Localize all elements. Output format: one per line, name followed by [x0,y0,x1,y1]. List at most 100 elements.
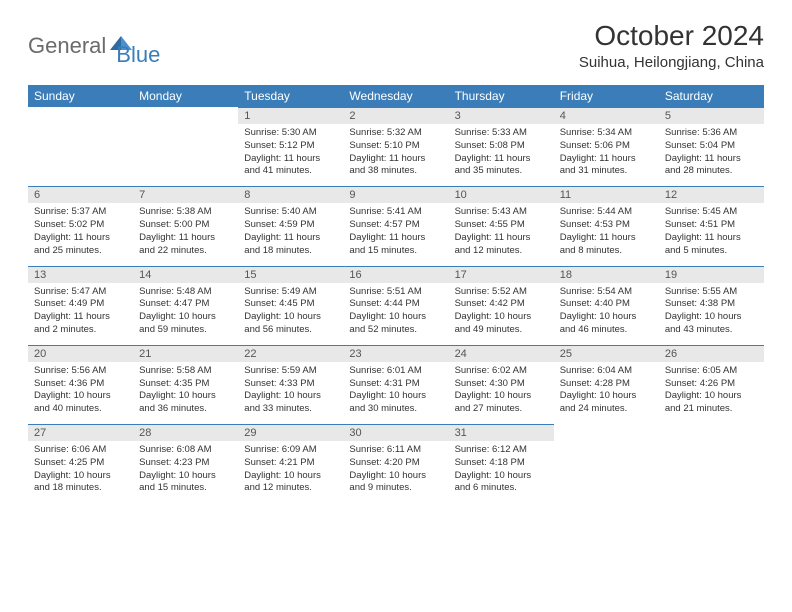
day-number: 11 [554,186,659,203]
day-number: 29 [238,424,343,441]
calendar-week: 13Sunrise: 5:47 AMSunset: 4:49 PMDayligh… [28,266,764,345]
calendar-cell: 26Sunrise: 6:05 AMSunset: 4:26 PMDayligh… [659,345,764,424]
day-number: 10 [449,186,554,203]
day-number: 17 [449,266,554,283]
day-header: Thursday [449,85,554,107]
calendar-cell: 13Sunrise: 5:47 AMSunset: 4:49 PMDayligh… [28,266,133,345]
day-body: Sunrise: 5:58 AMSunset: 4:35 PMDaylight:… [133,362,238,424]
day-number: 6 [28,186,133,203]
calendar-cell: 16Sunrise: 5:51 AMSunset: 4:44 PMDayligh… [343,266,448,345]
day-body: Sunrise: 6:09 AMSunset: 4:21 PMDaylight:… [238,441,343,503]
calendar-cell: 3Sunrise: 5:33 AMSunset: 5:08 PMDaylight… [449,107,554,186]
day-body: Sunrise: 6:08 AMSunset: 4:23 PMDaylight:… [133,441,238,503]
day-body: Sunrise: 5:36 AMSunset: 5:04 PMDaylight:… [659,124,764,186]
logo: General Blue [28,20,160,68]
calendar-cell: 4Sunrise: 5:34 AMSunset: 5:06 PMDaylight… [554,107,659,186]
month-title: October 2024 [579,20,764,52]
calendar-cell: .. [133,107,238,186]
day-header: Saturday [659,85,764,107]
calendar-cell: .. [659,424,764,503]
logo-text-blue: Blue [116,42,160,68]
calendar-week: 27Sunrise: 6:06 AMSunset: 4:25 PMDayligh… [28,424,764,503]
calendar-body: ....1Sunrise: 5:30 AMSunset: 5:12 PMDayl… [28,107,764,503]
day-number: 8 [238,186,343,203]
calendar: SundayMondayTuesdayWednesdayThursdayFrid… [28,85,764,503]
title-block: October 2024 Suihua, Heilongjiang, China [579,20,764,71]
calendar-cell: 29Sunrise: 6:09 AMSunset: 4:21 PMDayligh… [238,424,343,503]
day-body: Sunrise: 6:06 AMSunset: 4:25 PMDaylight:… [28,441,133,503]
day-number: 1 [238,107,343,124]
calendar-cell: 15Sunrise: 5:49 AMSunset: 4:45 PMDayligh… [238,266,343,345]
day-number: 9 [343,186,448,203]
day-number: 19 [659,266,764,283]
header: General Blue October 2024 Suihua, Heilon… [28,20,764,71]
day-body: Sunrise: 5:33 AMSunset: 5:08 PMDaylight:… [449,124,554,186]
day-number: 12 [659,186,764,203]
day-number: 26 [659,345,764,362]
calendar-cell: .. [28,107,133,186]
day-body: Sunrise: 5:49 AMSunset: 4:45 PMDaylight:… [238,283,343,345]
calendar-cell: 20Sunrise: 5:56 AMSunset: 4:36 PMDayligh… [28,345,133,424]
day-body: Sunrise: 5:56 AMSunset: 4:36 PMDaylight:… [28,362,133,424]
day-number: 16 [343,266,448,283]
day-number: 20 [28,345,133,362]
day-number: 5 [659,107,764,124]
day-body: Sunrise: 6:01 AMSunset: 4:31 PMDaylight:… [343,362,448,424]
day-body: Sunrise: 5:37 AMSunset: 5:02 PMDaylight:… [28,203,133,265]
calendar-cell: .. [554,424,659,503]
day-body: Sunrise: 5:51 AMSunset: 4:44 PMDaylight:… [343,283,448,345]
calendar-cell: 23Sunrise: 6:01 AMSunset: 4:31 PMDayligh… [343,345,448,424]
calendar-cell: 28Sunrise: 6:08 AMSunset: 4:23 PMDayligh… [133,424,238,503]
day-body: Sunrise: 5:55 AMSunset: 4:38 PMDaylight:… [659,283,764,345]
day-body: Sunrise: 5:44 AMSunset: 4:53 PMDaylight:… [554,203,659,265]
calendar-week: ....1Sunrise: 5:30 AMSunset: 5:12 PMDayl… [28,107,764,186]
day-number: 3 [449,107,554,124]
day-number: 23 [343,345,448,362]
day-number: 25 [554,345,659,362]
calendar-cell: 14Sunrise: 5:48 AMSunset: 4:47 PMDayligh… [133,266,238,345]
day-body: Sunrise: 5:45 AMSunset: 4:51 PMDaylight:… [659,203,764,265]
calendar-cell: 30Sunrise: 6:11 AMSunset: 4:20 PMDayligh… [343,424,448,503]
day-body: Sunrise: 5:48 AMSunset: 4:47 PMDaylight:… [133,283,238,345]
calendar-cell: 31Sunrise: 6:12 AMSunset: 4:18 PMDayligh… [449,424,554,503]
day-number: 18 [554,266,659,283]
day-body: Sunrise: 5:54 AMSunset: 4:40 PMDaylight:… [554,283,659,345]
day-body: Sunrise: 5:52 AMSunset: 4:42 PMDaylight:… [449,283,554,345]
calendar-cell: 11Sunrise: 5:44 AMSunset: 4:53 PMDayligh… [554,186,659,265]
day-body: Sunrise: 5:38 AMSunset: 5:00 PMDaylight:… [133,203,238,265]
day-number: 28 [133,424,238,441]
calendar-cell: 10Sunrise: 5:43 AMSunset: 4:55 PMDayligh… [449,186,554,265]
day-number: 21 [133,345,238,362]
day-header-row: SundayMondayTuesdayWednesdayThursdayFrid… [28,85,764,107]
day-number: 13 [28,266,133,283]
day-body: Sunrise: 5:43 AMSunset: 4:55 PMDaylight:… [449,203,554,265]
calendar-cell: 27Sunrise: 6:06 AMSunset: 4:25 PMDayligh… [28,424,133,503]
calendar-cell: 5Sunrise: 5:36 AMSunset: 5:04 PMDaylight… [659,107,764,186]
logo-text-general: General [28,33,106,59]
day-header: Sunday [28,85,133,107]
day-number: 31 [449,424,554,441]
calendar-cell: 24Sunrise: 6:02 AMSunset: 4:30 PMDayligh… [449,345,554,424]
day-number: 24 [449,345,554,362]
day-number: 7 [133,186,238,203]
calendar-cell: 8Sunrise: 5:40 AMSunset: 4:59 PMDaylight… [238,186,343,265]
calendar-cell: 7Sunrise: 5:38 AMSunset: 5:00 PMDaylight… [133,186,238,265]
day-header: Wednesday [343,85,448,107]
day-number: 27 [28,424,133,441]
location: Suihua, Heilongjiang, China [579,54,764,71]
calendar-cell: 17Sunrise: 5:52 AMSunset: 4:42 PMDayligh… [449,266,554,345]
day-body: Sunrise: 6:04 AMSunset: 4:28 PMDaylight:… [554,362,659,424]
calendar-cell: 12Sunrise: 5:45 AMSunset: 4:51 PMDayligh… [659,186,764,265]
day-body: Sunrise: 5:40 AMSunset: 4:59 PMDaylight:… [238,203,343,265]
day-body: Sunrise: 5:41 AMSunset: 4:57 PMDaylight:… [343,203,448,265]
day-number: 15 [238,266,343,283]
day-body: Sunrise: 5:59 AMSunset: 4:33 PMDaylight:… [238,362,343,424]
calendar-cell: 22Sunrise: 5:59 AMSunset: 4:33 PMDayligh… [238,345,343,424]
calendar-cell: 1Sunrise: 5:30 AMSunset: 5:12 PMDaylight… [238,107,343,186]
day-body: Sunrise: 5:30 AMSunset: 5:12 PMDaylight:… [238,124,343,186]
calendar-cell: 2Sunrise: 5:32 AMSunset: 5:10 PMDaylight… [343,107,448,186]
day-body: Sunrise: 5:34 AMSunset: 5:06 PMDaylight:… [554,124,659,186]
day-body: Sunrise: 5:47 AMSunset: 4:49 PMDaylight:… [28,283,133,345]
day-body: Sunrise: 6:05 AMSunset: 4:26 PMDaylight:… [659,362,764,424]
day-header: Tuesday [238,85,343,107]
